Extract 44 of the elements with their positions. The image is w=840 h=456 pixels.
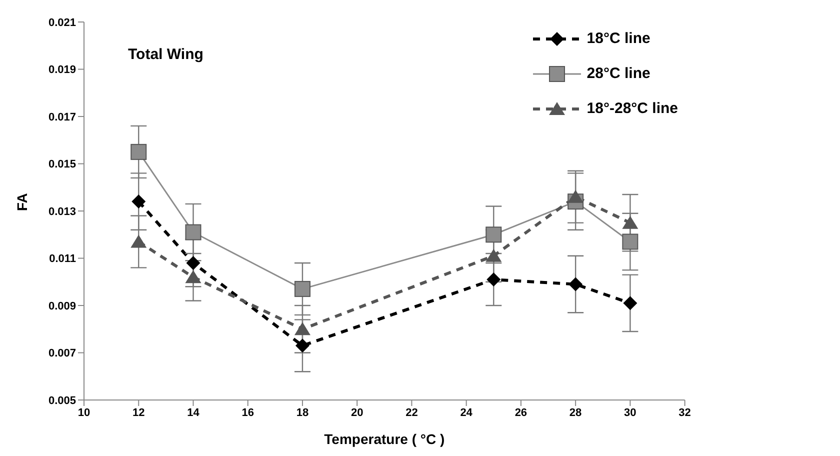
y-tick-label: 0.015 bbox=[48, 158, 76, 171]
x-tick-label: 22 bbox=[406, 406, 418, 419]
y-tick-label: 0.011 bbox=[49, 253, 76, 266]
point bbox=[132, 194, 146, 209]
x-tick-label: 12 bbox=[132, 406, 145, 419]
x-tick-label: 10 bbox=[78, 406, 90, 419]
point bbox=[486, 226, 502, 243]
x-axis-title: Temperature ( °C ) bbox=[324, 431, 445, 447]
y-tick-label: 0.005 bbox=[48, 394, 76, 407]
y-tick-label: 0.019 bbox=[48, 64, 76, 76]
point bbox=[622, 234, 638, 250]
text: Total Wing bbox=[128, 46, 204, 63]
x-tick-label: 24 bbox=[460, 406, 474, 419]
x-tick-label: 30 bbox=[624, 406, 636, 419]
legend-label: 28°C line bbox=[586, 65, 650, 82]
x-tick-label: 26 bbox=[514, 406, 528, 419]
point bbox=[130, 144, 147, 160]
y-tick-label: 0.013 bbox=[48, 206, 76, 218]
y-tick-label: 0.017 bbox=[48, 111, 76, 124]
y-axis-title: FA bbox=[14, 193, 30, 211]
y-tick-label: 0.007 bbox=[48, 348, 76, 360]
point bbox=[486, 272, 501, 287]
y-tick-label: 0.009 bbox=[48, 300, 76, 312]
point bbox=[185, 270, 202, 284]
x-tick-label: 18 bbox=[296, 406, 309, 419]
point bbox=[294, 280, 310, 297]
x-tick-label: 14 bbox=[187, 406, 200, 419]
point bbox=[568, 190, 584, 203]
x-tick-label: 16 bbox=[242, 406, 254, 419]
point bbox=[295, 338, 310, 353]
legend-label: 18°C line bbox=[586, 30, 650, 47]
x-tick-label: 28 bbox=[569, 406, 582, 419]
point bbox=[294, 322, 310, 336]
x-tick-label: 32 bbox=[678, 406, 691, 419]
point bbox=[568, 277, 583, 292]
point bbox=[622, 216, 638, 229]
y-tick-label: 0.021 bbox=[48, 16, 76, 29]
point bbox=[186, 256, 200, 270]
point bbox=[623, 296, 638, 310]
x-tick-label: 20 bbox=[350, 406, 364, 419]
point bbox=[486, 248, 502, 262]
point bbox=[185, 224, 202, 240]
point bbox=[130, 234, 147, 248]
legend-label: 18°-28°C line bbox=[586, 100, 678, 117]
